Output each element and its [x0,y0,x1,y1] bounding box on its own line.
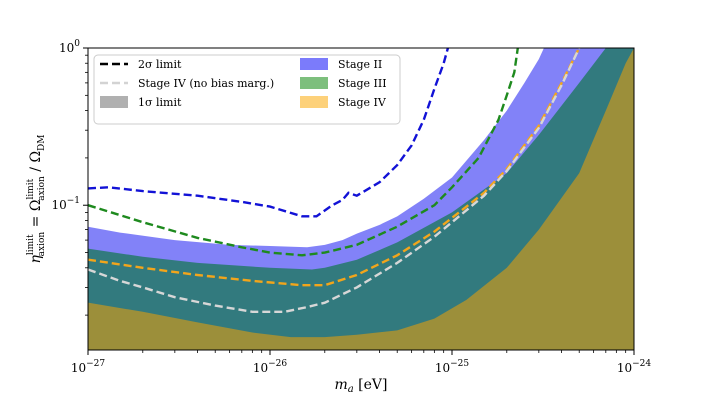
legend-label: Stage III [338,77,387,90]
legend-swatch [300,58,328,70]
x-tick-label: 10−27 [71,359,106,375]
limit-line-stage-iv [88,48,581,287]
legend-label: 2σ limit [138,58,182,71]
axis-ticks: 10−27 10−26 10−25 10−24 10−1 100 [51,39,651,375]
legend-swatch [300,96,328,108]
legend-label: Stage IV (no bias marg.) [138,77,274,90]
limit-line-stage-iii [88,48,519,257]
y-tick-label: 100 [59,39,80,55]
limit-line-stage-iv-no-bias-marg [88,48,581,313]
x-tick-label: 10−25 [435,359,470,375]
legend-item-stage-iv-no-bias-marg: Stage IV (no bias marg.) [100,77,274,90]
y-axis-label: ηlimitaxion = Ωlimitaxion / ΩDM [26,135,47,264]
legend-item-stage-ii: Stage II [300,58,382,71]
y-tick-label: 10−1 [51,196,80,212]
legend-item-stage-iv: Stage IV [300,96,387,109]
x-axis-label: ma [eV] [334,377,387,395]
legend-label: Stage IV [338,96,387,109]
band-stage-iv [88,48,634,350]
bands-group [88,48,634,350]
legend-label: Stage II [338,58,382,71]
legend: 2σ limit Stage IV (no bias marg.) 1σ limit… [93,54,401,125]
legend-item-1-limit: 1σ limit [100,96,182,109]
limit-lines-group [88,48,581,313]
legend-label: 1σ limit [138,96,182,109]
legend-swatch [100,96,128,108]
x-tick-label: 10−24 [617,359,652,375]
x-tick-label: 10−26 [253,359,288,375]
legend-item-2-limit: 2σ limit [100,58,182,71]
band-stage-iii [88,48,634,350]
legend-swatch [300,77,328,89]
legend-item-stage-iii: Stage III [300,77,387,90]
plot-frame [87,47,635,351]
limit-line-stage-ii [88,48,450,218]
